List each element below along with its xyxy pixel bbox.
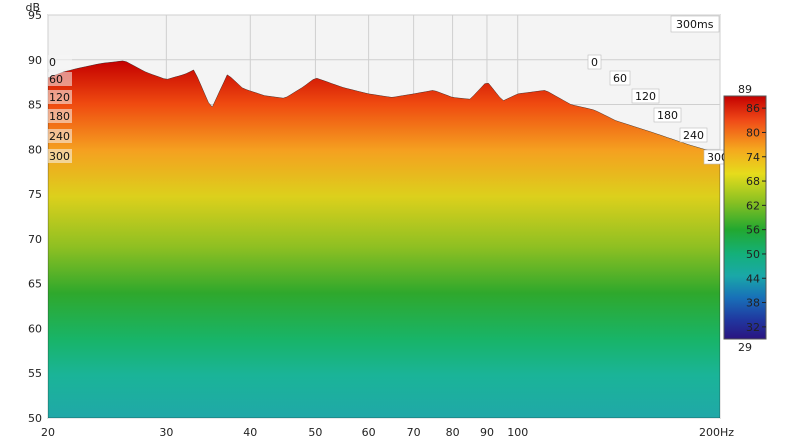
colorbar-max-label: 89 bbox=[738, 83, 752, 96]
colorbar-tick-label: 68 bbox=[746, 175, 760, 188]
x-tick-label: 200Hz bbox=[699, 426, 734, 439]
waterfall-slices bbox=[48, 60, 720, 418]
depth-label-box bbox=[653, 107, 682, 123]
colorbar-tick-label: 86 bbox=[746, 102, 760, 115]
x-tick-label: 30 bbox=[159, 426, 173, 439]
depth-label-bg bbox=[48, 109, 72, 123]
depth-label-bg bbox=[48, 72, 72, 86]
depth-label-bg bbox=[48, 55, 72, 69]
colorbar-tick-label: 32 bbox=[746, 321, 760, 334]
colorbar: 89 29 86 80 74 68 62 56 50 44 38 32 bbox=[723, 83, 767, 354]
depth-label-box bbox=[609, 70, 631, 86]
time-range-label: 300ms bbox=[676, 18, 714, 31]
depth-tick-right: 60 bbox=[613, 72, 627, 85]
colorbar-tick-label: 38 bbox=[746, 297, 760, 310]
y-tick-label: 70 bbox=[28, 233, 42, 246]
depth-label-box bbox=[631, 88, 660, 104]
x-tick-label: 40 bbox=[243, 426, 257, 439]
y-axis-label: dB bbox=[25, 1, 40, 14]
y-tick-label: 75 bbox=[28, 188, 42, 201]
y-tick-label: 80 bbox=[28, 143, 42, 156]
depth-tick-right: 0 bbox=[591, 56, 598, 69]
y-tick-label: 50 bbox=[28, 412, 42, 425]
x-tick-label: 50 bbox=[308, 426, 322, 439]
colorbar-tick-label: 62 bbox=[746, 199, 760, 212]
colorbar-tick-label: 44 bbox=[746, 272, 760, 285]
depth-label-box bbox=[587, 54, 602, 70]
waterfall-slice bbox=[48, 60, 720, 418]
depth-tick-right: 120 bbox=[635, 90, 656, 103]
time-range-box bbox=[670, 15, 720, 33]
y-tick-label: 55 bbox=[28, 367, 42, 380]
x-tick-label: 80 bbox=[446, 426, 460, 439]
depth-tick-right: 180 bbox=[657, 109, 678, 122]
y-tick-label: 60 bbox=[28, 322, 42, 335]
x-tick-label: 90 bbox=[480, 426, 494, 439]
depth-label-bg bbox=[48, 90, 72, 104]
colorbar-scale bbox=[723, 95, 767, 340]
depth-tick-right: 300 bbox=[707, 151, 728, 164]
y-tick-label: 95 bbox=[28, 9, 42, 22]
depth-tick-left: 180 bbox=[49, 110, 70, 123]
colorbar-tick-label: 80 bbox=[746, 126, 760, 139]
x-tick-label: 70 bbox=[407, 426, 421, 439]
x-tick-label: 100 bbox=[507, 426, 528, 439]
x-tick-label: 20 bbox=[41, 426, 55, 439]
y-tick-label: 90 bbox=[28, 54, 42, 67]
y-tick-label: 85 bbox=[28, 99, 42, 112]
x-tick-label: 60 bbox=[362, 426, 376, 439]
y-tick-label: 65 bbox=[28, 278, 42, 291]
colorbar-tick-label: 74 bbox=[746, 151, 760, 164]
colorbar-min-label: 29 bbox=[738, 341, 752, 354]
depth-tick-left: 300 bbox=[49, 150, 70, 163]
depth-tick-left: 60 bbox=[49, 73, 63, 86]
depth-label-bg bbox=[48, 149, 72, 163]
depth-label-bg bbox=[48, 129, 72, 143]
colorbar-tick-label: 56 bbox=[746, 224, 760, 237]
depth-tick-left: 120 bbox=[49, 91, 70, 104]
depth-tick-left: 240 bbox=[49, 130, 70, 143]
depth-tick-left: 0 bbox=[49, 56, 56, 69]
depth-tick-right: 240 bbox=[683, 129, 704, 142]
colorbar-tick-label: 50 bbox=[746, 248, 760, 261]
depth-label-box bbox=[679, 127, 708, 143]
